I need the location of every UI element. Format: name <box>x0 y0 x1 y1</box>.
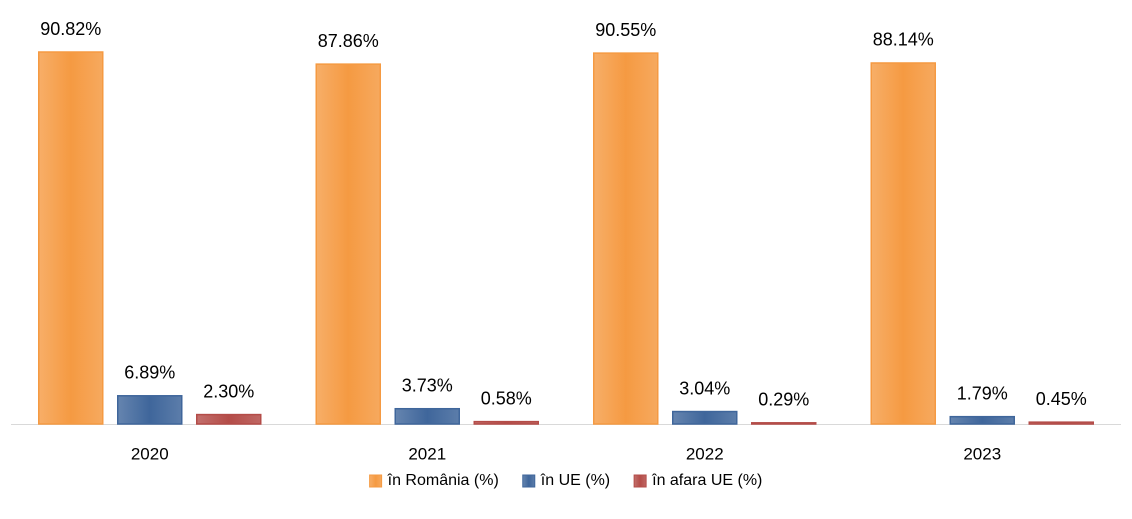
legend-label: în UE (%) <box>540 472 610 489</box>
data-label: 3.04% <box>679 378 730 398</box>
bar <box>593 52 659 425</box>
bar <box>196 413 262 425</box>
bar <box>117 395 183 425</box>
data-label: 1.79% <box>957 383 1008 403</box>
bar <box>394 407 460 425</box>
data-label: 90.82% <box>40 19 101 39</box>
data-label: 0.29% <box>758 390 809 410</box>
data-label: 0.58% <box>481 388 532 408</box>
legend-swatch <box>633 474 647 488</box>
bar <box>473 420 539 425</box>
data-label: 87.86% <box>318 31 379 51</box>
legend-swatch <box>369 474 383 488</box>
bar <box>1028 421 1094 425</box>
bar <box>949 415 1015 425</box>
legend-swatch <box>522 474 536 488</box>
bar <box>870 62 936 425</box>
legend-label: în afara UE (%) <box>651 472 762 489</box>
bar <box>38 51 104 425</box>
legend-label: în România (%) <box>387 472 499 489</box>
bar <box>672 410 738 425</box>
bar <box>315 63 381 425</box>
x-tick-label: 2023 <box>963 444 1001 463</box>
x-tick-label: 2020 <box>131 444 169 463</box>
data-label: 2.30% <box>203 381 254 401</box>
bar <box>751 422 817 425</box>
data-label: 3.73% <box>402 375 453 395</box>
data-label: 88.14% <box>873 30 934 50</box>
data-label: 90.55% <box>595 20 656 40</box>
legend: în România (%) în UE (%) în afara UE (%) <box>369 472 762 489</box>
data-label: 0.45% <box>1036 389 1087 409</box>
x-tick-label: 2022 <box>686 444 724 463</box>
x-tick-label: 2021 <box>408 444 446 463</box>
data-label: 6.89% <box>124 363 175 383</box>
